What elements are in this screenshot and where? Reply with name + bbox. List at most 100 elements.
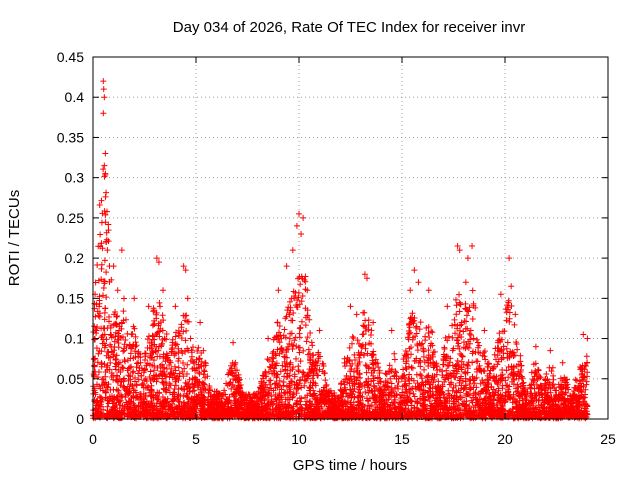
data-point (382, 370, 389, 377)
data-point (90, 356, 97, 363)
data-point (148, 345, 155, 352)
data-point (454, 337, 461, 344)
data-point (113, 352, 120, 359)
data-point (421, 366, 428, 373)
data-point (456, 291, 463, 298)
data-point (388, 386, 395, 393)
data-point (159, 312, 166, 319)
data-point (296, 325, 303, 332)
data-points (90, 78, 591, 422)
data-point (413, 371, 420, 378)
data-point (503, 309, 510, 316)
data-point (124, 330, 131, 337)
data-point (108, 332, 115, 339)
data-point (290, 342, 297, 349)
data-point (582, 415, 589, 422)
data-point (467, 332, 474, 339)
data-point (298, 318, 305, 325)
data-point (416, 326, 423, 333)
data-point (106, 318, 113, 325)
data-point (501, 328, 508, 335)
data-point (94, 323, 101, 330)
grid (93, 57, 608, 419)
data-point (453, 311, 460, 318)
data-point (342, 363, 349, 370)
data-point (473, 336, 480, 343)
data-point (104, 348, 111, 355)
data-point (97, 231, 104, 238)
data-point (410, 390, 417, 397)
data-point (175, 364, 182, 371)
data-point (445, 333, 452, 340)
data-point (135, 376, 142, 383)
data-point (469, 287, 476, 294)
data-point (150, 372, 157, 379)
data-point (426, 334, 433, 341)
data-point (463, 312, 470, 319)
data-point (429, 329, 436, 336)
data-point (528, 369, 535, 376)
data-point (377, 379, 384, 386)
data-point (112, 308, 119, 315)
data-point (98, 219, 105, 226)
data-point (280, 378, 287, 385)
data-point (143, 362, 150, 369)
data-point (101, 257, 108, 264)
data-point (200, 380, 207, 387)
data-point (133, 342, 140, 349)
data-point (583, 378, 590, 385)
data-point (118, 319, 125, 326)
data-point (159, 361, 166, 368)
data-point (284, 343, 291, 350)
data-point (163, 336, 170, 343)
data-point (120, 348, 127, 355)
data-point (102, 193, 109, 200)
data-point (511, 321, 518, 328)
data-point (451, 316, 458, 323)
data-point (172, 376, 179, 383)
data-point (503, 367, 510, 374)
data-point (391, 356, 398, 363)
data-point (409, 385, 416, 392)
data-point (120, 295, 127, 302)
data-point (110, 386, 117, 393)
data-point (375, 380, 382, 387)
data-point (420, 353, 427, 360)
data-point (316, 366, 323, 373)
data-point (309, 375, 316, 382)
data-point (175, 355, 182, 362)
data-point (297, 281, 304, 288)
data-point (306, 384, 313, 391)
data-point (517, 358, 524, 365)
data-point (265, 357, 272, 364)
data-point (100, 284, 107, 291)
data-point (406, 330, 413, 337)
data-point (305, 346, 312, 353)
data-point (417, 363, 424, 370)
data-point (406, 371, 413, 378)
data-point (114, 312, 121, 319)
data-point (145, 333, 152, 340)
data-point (183, 327, 190, 334)
data-point (188, 353, 195, 360)
data-point (149, 336, 156, 343)
data-point (107, 354, 114, 361)
data-point (466, 330, 473, 337)
data-point (350, 335, 357, 342)
data-point (91, 362, 98, 369)
data-point (120, 308, 127, 315)
data-point (232, 359, 239, 366)
data-point (352, 357, 359, 364)
data-point (469, 315, 476, 322)
data-point (281, 326, 288, 333)
data-point (432, 383, 439, 390)
data-point (412, 324, 419, 331)
data-point (362, 362, 369, 369)
data-point (93, 330, 100, 337)
data-point (485, 363, 492, 370)
data-point (349, 333, 356, 340)
data-point (101, 325, 108, 332)
data-point (506, 318, 513, 325)
data-point (103, 189, 110, 196)
